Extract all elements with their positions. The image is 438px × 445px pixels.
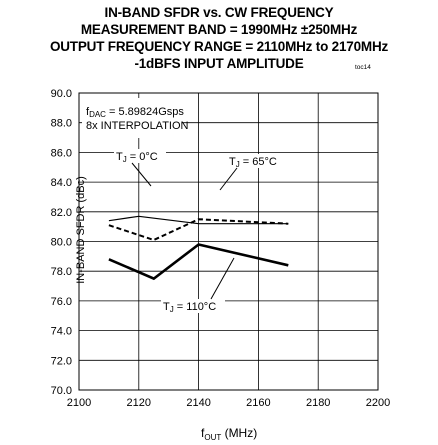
y-tick-label: 72.0 — [51, 355, 72, 367]
label-0c-sub: J — [123, 155, 127, 164]
y-tick-label: 84.0 — [51, 177, 72, 189]
series-label-110c-text: TJ = 110°C — [163, 301, 216, 314]
label-0c-rest: = 0°C — [127, 151, 158, 163]
label-65c-rest: = 65°C — [240, 156, 277, 168]
series-label-110c-background — [161, 299, 225, 313]
y-tick-label: 76.0 — [51, 296, 72, 308]
chart-title-line-2: MEASUREMENT BAND = 1990MHz ±250MHz — [80, 22, 358, 37]
y-tick-label: 88.0 — [51, 118, 72, 130]
label-110c-sub: J — [170, 305, 174, 314]
fdac-label: fDAC = 5.89824Gsps — [86, 106, 184, 119]
x-axis-label: fOUT (MHz) — [201, 426, 257, 442]
label-65c-main: T — [229, 156, 236, 168]
interpolation-label: 8x INTERPOLATION — [86, 120, 189, 132]
x-label-sub: OUT — [204, 433, 221, 442]
label-65c-sub: J — [236, 160, 240, 169]
x-tick-label: 2200 — [366, 397, 390, 409]
series-line-0 — [108, 215, 289, 225]
callout-line-65c — [219, 167, 238, 191]
y-tick-label: 80.0 — [51, 237, 72, 249]
series-label-0c: TJ = 0°C — [114, 149, 166, 164]
x-tick-label: 2180 — [306, 397, 330, 409]
plot-frame — [78, 92, 379, 391]
y-tick-label: 82.0 — [51, 207, 72, 219]
label-0c-main: T — [116, 151, 123, 163]
fdac-sub: DAC — [89, 110, 106, 119]
grid-lines — [79, 93, 378, 390]
x-label-unit: (MHz) — [221, 426, 257, 440]
fdac-main: f — [86, 106, 90, 118]
figure-code: toc14 — [355, 64, 371, 71]
y-axis-label: IN-BAND SFDR (dBc) — [75, 176, 87, 284]
label-110c-rest: = 110°C — [174, 301, 216, 313]
series-label-0c-text: TJ = 0°C — [116, 151, 158, 164]
callout-line-110c — [210, 257, 235, 300]
chart-title-line-4: -1dBFS INPUT AMPLITUDE — [134, 56, 304, 71]
series-line-2 — [108, 243, 289, 281]
conditions-annotation: fDAC = 5.89824Gsps 8x INTERPOLATION — [82, 98, 189, 138]
y-tick-label: 90.0 — [51, 88, 72, 100]
series-label-65c-text: TJ = 65°C — [229, 156, 277, 169]
conditions-background — [82, 98, 182, 138]
y-tick-label: 74.0 — [51, 326, 72, 338]
label-110c-main: T — [163, 301, 170, 313]
series-label-65c-background — [227, 154, 283, 168]
y-tick-label: 70.0 — [51, 385, 72, 397]
series-label-0c-background — [114, 149, 166, 163]
x-tick-label: 2120 — [127, 397, 151, 409]
series-label-110c: TJ = 110°C — [161, 299, 225, 314]
chart-title-line-1: IN-BAND SFDR vs. CW FREQUENCY — [104, 5, 334, 20]
x-tick-label: 2100 — [67, 397, 91, 409]
y-tick-label: 78.0 — [51, 266, 72, 278]
fdac-value: = 5.89824Gsps — [106, 106, 184, 118]
x-label-main: f — [201, 426, 205, 440]
series-label-65c: TJ = 65°C — [227, 154, 283, 169]
series-layer — [108, 215, 289, 281]
chart-title-line-3: OUTPUT FREQUENCY RANGE = 2110MHz to 2170… — [49, 39, 389, 54]
callout-line-0c — [131, 162, 152, 187]
y-tick-label: 86.0 — [51, 147, 72, 159]
x-tick-label: 2160 — [246, 397, 270, 409]
x-tick-label: 2140 — [186, 397, 210, 409]
axis-ticks: 2100 2120 2140 2160 2180 2200 70.0 72.0 74.0 76.0… — [51, 88, 391, 409]
